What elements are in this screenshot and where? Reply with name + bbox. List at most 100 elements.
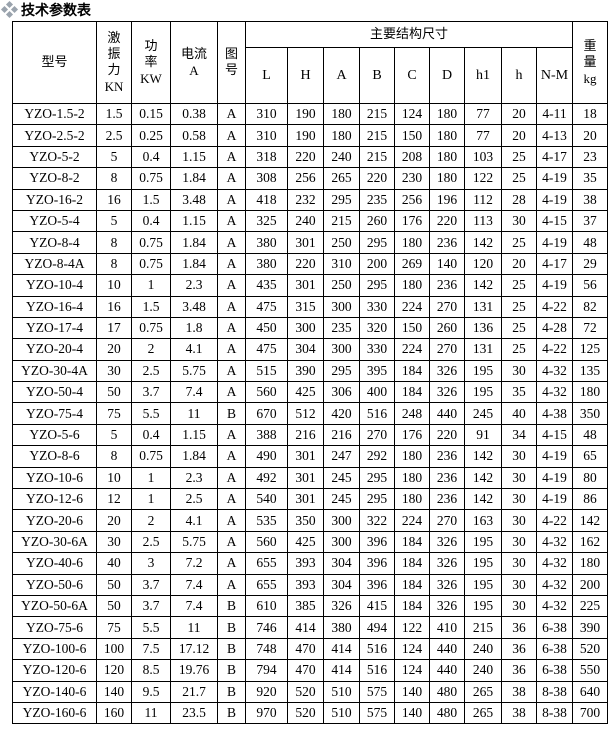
- cell-c: 150: [394, 124, 430, 147]
- cell-h: 28: [501, 188, 537, 211]
- cell-a: 380: [323, 616, 360, 639]
- cell-a: 510: [323, 680, 360, 703]
- cell-c: 184: [394, 359, 430, 383]
- cell-a: 304: [323, 552, 360, 575]
- cell-h: 25: [501, 316, 537, 340]
- cell-figure: A: [217, 359, 246, 383]
- cell-figure: A: [217, 145, 246, 169]
- table-row: YZO-30-6A 30 2.5 5.75 A 560 425 300 396 184 326 195…: [12, 530, 608, 554]
- cell-d: 180: [429, 124, 465, 147]
- cell-n-m: 4-19: [536, 445, 573, 468]
- cell-b: 516: [359, 659, 395, 682]
- cell-n-m: 8-38: [536, 680, 573, 703]
- cell-a: 245: [323, 466, 360, 490]
- cell-force: 10: [96, 466, 132, 490]
- cell-b: 292: [359, 445, 395, 468]
- cell-h: 304: [287, 338, 324, 361]
- cell-b: 320: [359, 316, 395, 340]
- header-dim-h1: h1: [464, 47, 502, 104]
- cell-d: 480: [429, 680, 465, 703]
- cell-current: 4.1: [170, 509, 218, 532]
- cell-c: 180: [394, 445, 430, 468]
- table-row: YZO-100-6 100 7.5 17.12 B 748 470 414 516 124 440 2…: [12, 637, 608, 661]
- cell-h: 25: [501, 274, 537, 297]
- cell-current: 1.15: [170, 209, 218, 233]
- table-row: YZO-8-4 8 0.75 1.84 A 380 301 250 295 180 236 142 25…: [12, 231, 608, 254]
- cell-l: 748: [245, 637, 288, 661]
- cell-figure: A: [217, 509, 246, 532]
- cell-force: 8: [96, 167, 132, 190]
- cell-n-m: 4-15: [536, 423, 573, 447]
- cell-h1: 77: [464, 124, 502, 147]
- cell-force: 20: [96, 338, 132, 361]
- cell-model: YZO-16-2: [12, 188, 97, 211]
- table-row: YZO-10-6 10 1 2.3 A 492 301 245 295 180 236 142 30 4-…: [12, 466, 608, 490]
- cell-model: YZO-8-4: [12, 231, 97, 254]
- cell-n-m: 4-32: [536, 594, 573, 618]
- cell-b: 330: [359, 295, 395, 318]
- cell-h1: 265: [464, 701, 502, 725]
- cell-h1: 163: [464, 509, 502, 532]
- cell-a: 240: [323, 145, 360, 169]
- cell-c: 230: [394, 167, 430, 190]
- cell-n-m: 4-28: [536, 316, 573, 340]
- cell-h1: 112: [464, 188, 502, 211]
- cell-l: 388: [245, 423, 288, 447]
- cell-h: 36: [501, 637, 537, 661]
- cell-a: 235: [323, 316, 360, 340]
- cell-model: YZO-2.5-2: [12, 124, 97, 147]
- cell-h: 38: [501, 701, 537, 725]
- cell-model: YZO-5-4: [12, 209, 97, 233]
- cell-weight: 200: [572, 573, 608, 596]
- cell-current: 11: [170, 402, 218, 425]
- cell-l: 970: [245, 701, 288, 725]
- cell-b: 494: [359, 616, 395, 639]
- cell-weight: 135: [572, 359, 608, 383]
- cell-a: 250: [323, 231, 360, 254]
- cell-d: 220: [429, 209, 465, 233]
- cell-h: 301: [287, 231, 324, 254]
- cell-model: YZO-5-6: [12, 423, 97, 447]
- cell-current: 7.4: [170, 381, 218, 404]
- cell-force: 20: [96, 509, 132, 532]
- cell-power: 2: [131, 338, 171, 361]
- cell-weight: 125: [572, 338, 608, 361]
- cell-d: 270: [429, 509, 465, 532]
- cell-h1: 136: [464, 316, 502, 340]
- cell-c: 124: [394, 637, 430, 661]
- cell-a: 300: [323, 338, 360, 361]
- cell-b: 330: [359, 338, 395, 361]
- cell-weight: 225: [572, 594, 608, 618]
- cell-figure: B: [217, 594, 246, 618]
- cell-current: 7.2: [170, 552, 218, 575]
- cell-h: 30: [501, 445, 537, 468]
- cell-h: 30: [501, 594, 537, 618]
- cell-h: 385: [287, 594, 324, 618]
- cell-figure: A: [217, 445, 246, 468]
- cell-power: 9.5: [131, 680, 171, 703]
- cell-current: 3.48: [170, 295, 218, 318]
- cell-h1: 195: [464, 594, 502, 618]
- table-row: YZO-17-4 17 0.75 1.8 A 450 300 235 320 150 260 136 2…: [12, 316, 608, 340]
- cell-n-m: 4-32: [536, 381, 573, 404]
- cell-c: 248: [394, 402, 430, 425]
- cell-d: 196: [429, 188, 465, 211]
- cell-h1: 245: [464, 402, 502, 425]
- header-current-label: 电流: [180, 46, 207, 62]
- cell-h: 30: [501, 359, 537, 383]
- header-model: 型号: [12, 21, 97, 104]
- cell-weight: 18: [572, 102, 608, 126]
- cell-h: 350: [287, 509, 324, 532]
- cell-force: 75: [96, 616, 132, 639]
- cell-force: 140: [96, 680, 132, 703]
- cell-l: 560: [245, 530, 288, 554]
- cell-b: 396: [359, 530, 395, 554]
- cell-l: 325: [245, 209, 288, 233]
- cell-force: 17: [96, 316, 132, 340]
- cell-model: YZO-8-2: [12, 167, 97, 190]
- cell-h: 25: [501, 338, 537, 361]
- cell-d: 180: [429, 145, 465, 169]
- cell-power: 2: [131, 509, 171, 532]
- cell-figure: A: [217, 466, 246, 490]
- cell-force: 12: [96, 488, 132, 511]
